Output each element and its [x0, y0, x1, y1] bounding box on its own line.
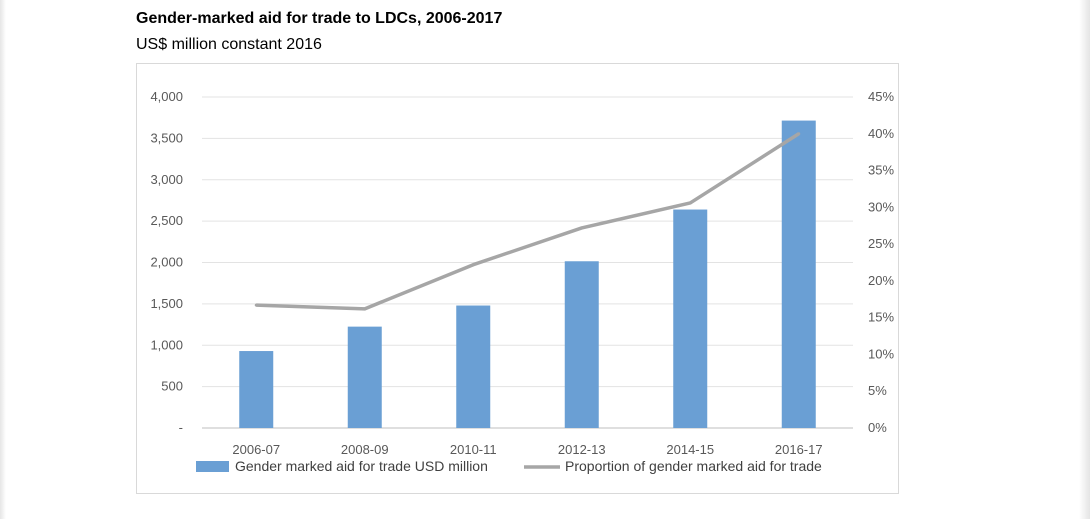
- line-point: [363, 307, 367, 311]
- bar-series: [239, 120, 816, 429]
- y-right-tick-label: 15%: [868, 310, 894, 325]
- x-axis: 2006-07 2008-09 2010-11 2012-13 2014-15 2016-…: [232, 442, 822, 457]
- bar: [347, 326, 382, 428]
- y-right-tick-label: 20%: [868, 273, 894, 288]
- bar: [456, 305, 491, 428]
- legend-bar-swatch: [196, 461, 229, 472]
- bar: [564, 261, 599, 428]
- legend: Gender marked aid for trade USD million P…: [196, 458, 822, 474]
- line-point: [580, 226, 584, 230]
- y-right-tick-label: 0%: [868, 420, 887, 435]
- bar: [239, 351, 274, 428]
- chart-title: Gender-marked aid for trade to LDCs, 200…: [136, 10, 503, 27]
- legend-bar-label: Gender marked aid for trade USD million: [235, 458, 488, 474]
- y-left-tick-label: 3,000: [150, 172, 183, 187]
- x-tick-label: 2016-17: [775, 442, 823, 457]
- line-point: [797, 132, 801, 136]
- line-point: [254, 303, 258, 307]
- line-point: [471, 263, 475, 267]
- chart-frame: [136, 63, 899, 494]
- left-axis: - 500 1,000 1,500 2,000 2,500 3,000 3,500 4,000: [150, 89, 183, 435]
- y-right-tick-label: 35%: [868, 163, 894, 178]
- x-tick-label: 2014-15: [666, 442, 714, 457]
- x-tick-label: 2012-13: [558, 442, 606, 457]
- y-right-tick-label: 25%: [868, 236, 894, 251]
- right-axis: 0% 5% 10% 15% 20% 25% 30% 35% 40% 45%: [868, 89, 894, 435]
- line-point: [688, 201, 692, 205]
- y-right-tick-label: 30%: [868, 199, 894, 214]
- y-left-tick-label: 1,500: [150, 296, 183, 311]
- y-right-tick-label: 10%: [868, 346, 894, 361]
- line-path: [256, 132, 800, 311]
- legend-line-label: Proportion of gender marked aid for trad…: [565, 458, 822, 474]
- gridlines: [202, 96, 853, 429]
- bar: [673, 209, 708, 428]
- y-left-tick-label: 2,500: [150, 213, 183, 228]
- bar: [781, 120, 816, 429]
- chart-subtitle: US$ million constant 2016: [136, 36, 322, 53]
- page-edge-right: [1079, 0, 1090, 519]
- y-left-tick-label: 1,000: [150, 337, 183, 352]
- page-edge-left: [0, 0, 6, 519]
- y-left-tick-label: 4,000: [150, 89, 183, 104]
- y-right-tick-label: 40%: [868, 126, 894, 141]
- y-right-tick-label: 45%: [868, 89, 894, 104]
- x-tick-label: 2006-07: [232, 442, 280, 457]
- y-left-tick-label: 2,000: [150, 255, 183, 270]
- x-tick-label: 2008-09: [341, 442, 389, 457]
- y-left-tick-label: 500: [161, 379, 183, 394]
- y-right-tick-label: 5%: [868, 383, 887, 398]
- y-left-tick-label: 3,500: [150, 130, 183, 145]
- y-left-tick-label: -: [179, 420, 183, 435]
- x-tick-label: 2010-11: [450, 442, 497, 457]
- line-series: [254, 132, 801, 311]
